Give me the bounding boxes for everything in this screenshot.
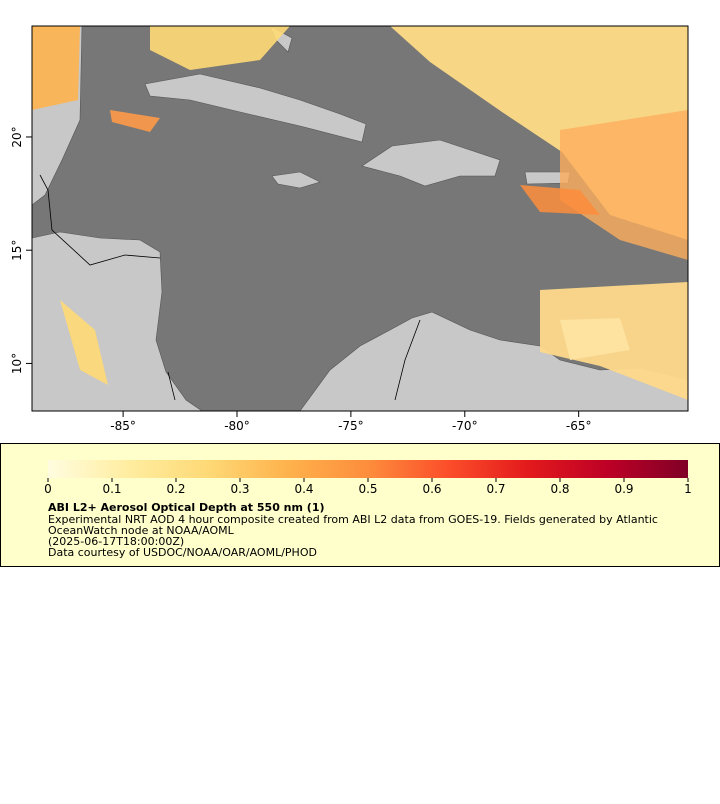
x-tick-label: -85° bbox=[110, 419, 136, 433]
colorbar-tick-label: 0.6 bbox=[422, 482, 441, 496]
legend-line: (2025-06-17T18:00:00Z) bbox=[48, 535, 184, 548]
colorbar-tick-label: 0.7 bbox=[486, 482, 505, 496]
colorbar-tick-label: 0.3 bbox=[230, 482, 249, 496]
colorbar bbox=[48, 460, 688, 478]
colorbar-tick-label: 1 bbox=[684, 482, 692, 496]
borders bbox=[39, 174, 421, 401]
map bbox=[32, 26, 688, 411]
colorbar-tick-label: 0 bbox=[44, 482, 52, 496]
map-frame bbox=[31, 25, 689, 412]
y-tick-label: 10° bbox=[10, 353, 24, 374]
y-tick-label: 20° bbox=[10, 126, 24, 147]
x-tick-label: -75° bbox=[338, 419, 364, 433]
legend-line: Data courtesy of USDOC/NOAA/OAR/AOML/PHO… bbox=[48, 546, 317, 559]
x-tick-label: -65° bbox=[566, 419, 592, 433]
legend-title: ABI L2+ Aerosol Optical Depth at 550 nm … bbox=[48, 501, 325, 514]
colorbar-ticks: 0 0.1 0.2 0.3 0.4 0.5 0.6 0.7 0.8 0.9 1 bbox=[44, 478, 692, 496]
colorbar-tick-label: 0.4 bbox=[294, 482, 313, 496]
colorbar-tick-label: 0.2 bbox=[166, 482, 185, 496]
y-tick-label: 15° bbox=[10, 240, 24, 261]
x-tick-label: -70° bbox=[452, 419, 478, 433]
axes: -85° -80° -75° -70° -65° 10° 15° 20° bbox=[10, 126, 591, 433]
colorbar-tick-label: 0.1 bbox=[102, 482, 121, 496]
colorbar-tick-label: 0.9 bbox=[614, 482, 633, 496]
colorbar-tick-label: 0.5 bbox=[358, 482, 377, 496]
x-tick-label: -80° bbox=[224, 419, 250, 433]
aod-field bbox=[32, 26, 688, 400]
colorbar-tick-label: 0.8 bbox=[550, 482, 569, 496]
legend-line: OceanWatch node at NOAA/AOML bbox=[48, 524, 235, 537]
legend-line: Experimental NRT AOD 4 hour composite cr… bbox=[48, 513, 658, 526]
